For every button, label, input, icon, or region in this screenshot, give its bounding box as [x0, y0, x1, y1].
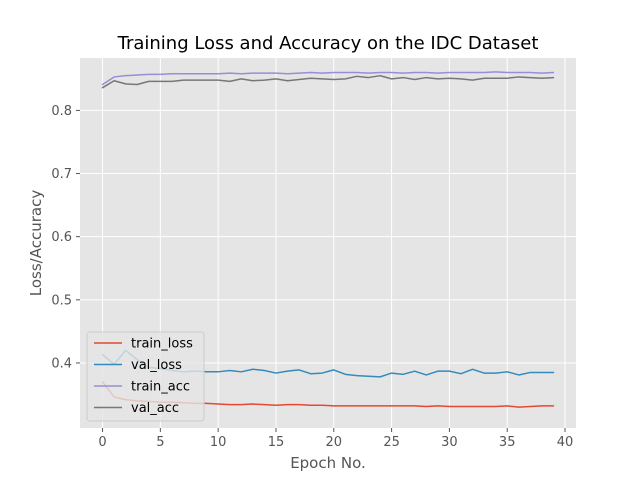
- x-tick-label: 5: [156, 435, 164, 450]
- y-tick-label: 0.7: [51, 167, 72, 182]
- x-axis-label: Epoch No.: [290, 454, 366, 472]
- x-tick-label: 10: [210, 435, 227, 450]
- series-line-val-acc: [101, 74, 555, 89]
- x-tick-label: 0: [98, 435, 106, 450]
- x-tick-label: 35: [499, 435, 516, 450]
- legend-box: [86, 331, 205, 422]
- legend-label-train-loss: train_loss: [131, 337, 193, 352]
- legend-label-train-acc: train_acc: [131, 380, 190, 395]
- x-tick-label: 20: [326, 435, 343, 450]
- y-tick-label: 0.4: [51, 356, 72, 371]
- y-axis-ticks: 0.4 0.5 0.6 0.7 0.8: [51, 104, 80, 371]
- y-axis-label: Loss/Accuracy: [27, 190, 45, 297]
- legend-label-val-acc: val_acc: [131, 401, 179, 416]
- y-tick-label: 0.5: [51, 293, 72, 308]
- x-tick-label: 15: [268, 435, 285, 450]
- y-tick-label: 0.8: [51, 104, 72, 119]
- x-axis-ticks: 0 5 10 15 20 25 30 35 40: [98, 428, 573, 450]
- x-tick-label: 25: [383, 435, 400, 450]
- chart-title: Training Loss and Accuracy on the IDC Da…: [117, 33, 539, 54]
- x-tick-label: 40: [557, 435, 574, 450]
- x-tick-label: 30: [441, 435, 458, 450]
- series-line-train-acc: [101, 71, 555, 86]
- y-tick-label: 0.6: [51, 230, 72, 245]
- legend-label-val-loss: val_loss: [131, 358, 182, 373]
- legend: train_loss val_loss train_acc val_acc: [86, 331, 205, 422]
- grid: [80, 58, 576, 428]
